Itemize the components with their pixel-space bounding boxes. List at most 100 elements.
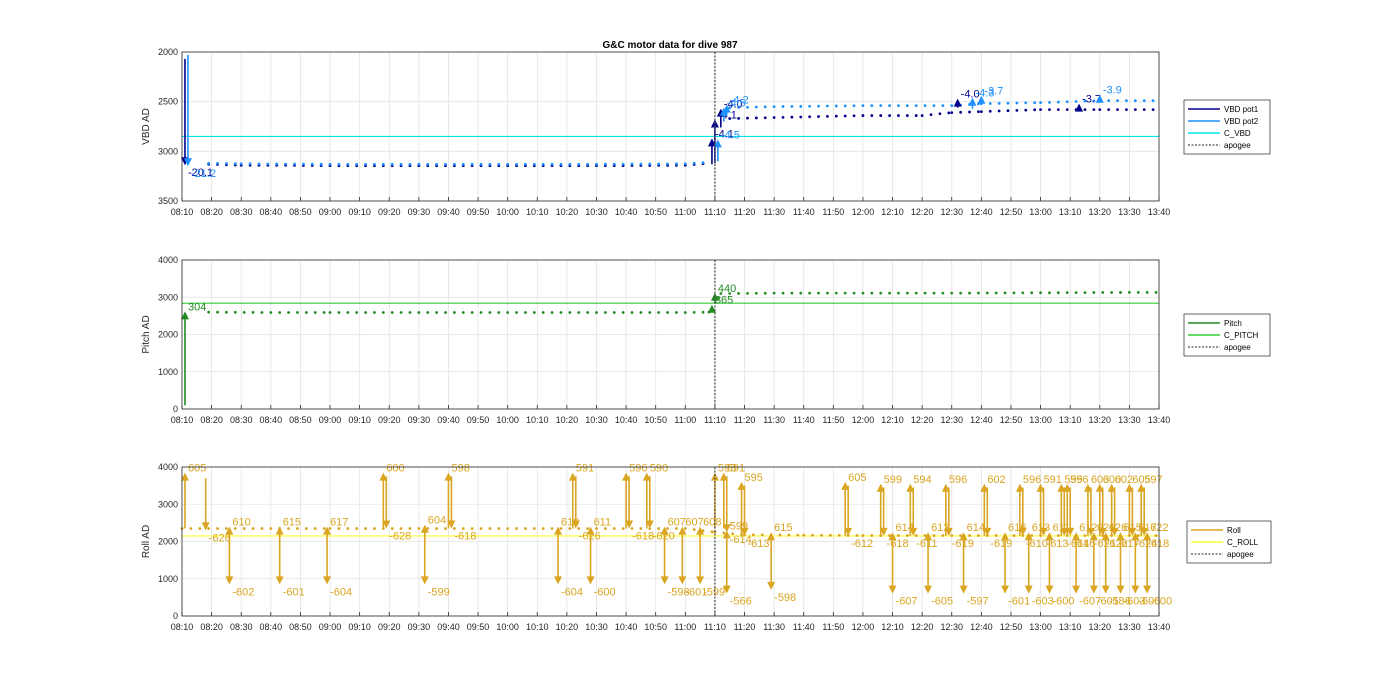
data-point — [577, 162, 581, 166]
data-point — [977, 534, 980, 537]
data-point — [722, 531, 726, 535]
data-point — [313, 311, 317, 314]
x-tick-label: 08:30 — [230, 415, 253, 425]
x-tick-label: 11:10 — [704, 622, 726, 632]
data-point — [799, 115, 803, 119]
data-point — [781, 115, 785, 119]
arrow-head — [1107, 483, 1116, 492]
data-point — [870, 104, 874, 108]
arrow-head — [553, 526, 562, 535]
data-point — [1116, 99, 1119, 103]
data-point — [242, 310, 246, 314]
data-point — [284, 162, 288, 166]
data-point — [630, 527, 634, 530]
panel-2: 08:10 08:20 08:30 08:40 08:50 09:00 09:10 09:20… — [141, 255, 1271, 425]
data-point — [870, 291, 874, 295]
arrow-head — [180, 311, 189, 320]
data-point — [355, 527, 359, 530]
data-point — [754, 291, 758, 295]
legend-label: C_PITCH — [1224, 331, 1258, 340]
arrow-head — [420, 524, 429, 533]
arrow-label: -4.1 — [715, 128, 734, 140]
legend-label: apogee — [1227, 550, 1254, 559]
data-point — [1048, 291, 1051, 295]
arrow-label: -3.9 — [1103, 85, 1122, 97]
data-point — [515, 311, 518, 314]
data-point — [1092, 108, 1096, 112]
data-point — [799, 291, 803, 295]
data-point — [834, 104, 838, 108]
data-point — [754, 116, 758, 120]
data-point — [799, 104, 803, 108]
data-point — [559, 311, 563, 314]
data-point — [577, 311, 581, 314]
arrow-head — [553, 576, 562, 585]
data-point — [452, 311, 456, 314]
data-point — [763, 116, 767, 120]
data-point — [595, 311, 598, 314]
arrow-label: -618 — [632, 530, 654, 542]
data-point — [843, 291, 847, 295]
data-point — [950, 534, 954, 537]
arrow-head — [586, 576, 595, 585]
data-point — [1056, 108, 1060, 112]
x-tick-label: 09:10 — [348, 622, 371, 632]
x-tick-label: 13:00 — [1029, 622, 1052, 632]
data-point — [897, 104, 900, 108]
data-point — [929, 113, 933, 117]
data-point — [287, 527, 290, 530]
data-point — [728, 292, 732, 295]
data-point — [322, 527, 326, 530]
data-point — [808, 104, 812, 108]
legend-label: C_ROLL — [1227, 538, 1259, 547]
arrow-head — [953, 98, 962, 107]
data-point — [559, 162, 563, 166]
data-point — [950, 291, 954, 295]
arrow-label: -611 — [916, 538, 937, 550]
data-point — [373, 311, 376, 314]
data-point — [1133, 99, 1137, 103]
arrow-label: -599 — [703, 586, 725, 598]
data-point — [988, 102, 992, 105]
arrow-head — [568, 472, 577, 481]
x-tick-label: 08:30 — [230, 207, 253, 217]
data-point — [1083, 534, 1087, 537]
data-point — [817, 104, 820, 108]
data-point — [364, 311, 367, 314]
arrow-head — [571, 520, 580, 529]
arrow-label: 612 — [931, 522, 949, 534]
data-point — [888, 114, 891, 117]
y-tick-label: 1000 — [158, 574, 178, 584]
x-tick-label: 11:30 — [763, 415, 785, 425]
x-tick-label: 13:30 — [1118, 622, 1141, 632]
arrow-label: -610 — [1026, 538, 1048, 550]
arrow-label: -604 — [561, 586, 583, 598]
data-point — [897, 291, 900, 295]
plot-area — [182, 52, 1159, 201]
arrow-head — [1072, 585, 1081, 594]
x-tick-label: 10:30 — [585, 415, 608, 425]
data-point — [1107, 108, 1111, 112]
arrow-head — [876, 483, 885, 492]
data-point — [257, 162, 261, 166]
data-point — [586, 527, 590, 530]
data-point — [728, 117, 732, 120]
data-point — [754, 105, 758, 109]
data-point — [461, 527, 465, 530]
data-point — [426, 527, 430, 530]
x-tick-label: 12:50 — [1000, 622, 1023, 632]
data-point — [811, 533, 815, 537]
data-point — [1039, 108, 1042, 112]
data-point — [319, 162, 323, 166]
data-point — [1142, 108, 1146, 112]
data-point — [364, 527, 367, 530]
legend-label: Roll — [1227, 526, 1241, 535]
data-point — [977, 291, 980, 295]
data-point — [666, 162, 669, 166]
data-point — [1065, 100, 1069, 104]
data-point — [399, 162, 403, 166]
data-point — [861, 114, 865, 117]
data-point — [941, 104, 945, 108]
data-point — [710, 530, 714, 534]
